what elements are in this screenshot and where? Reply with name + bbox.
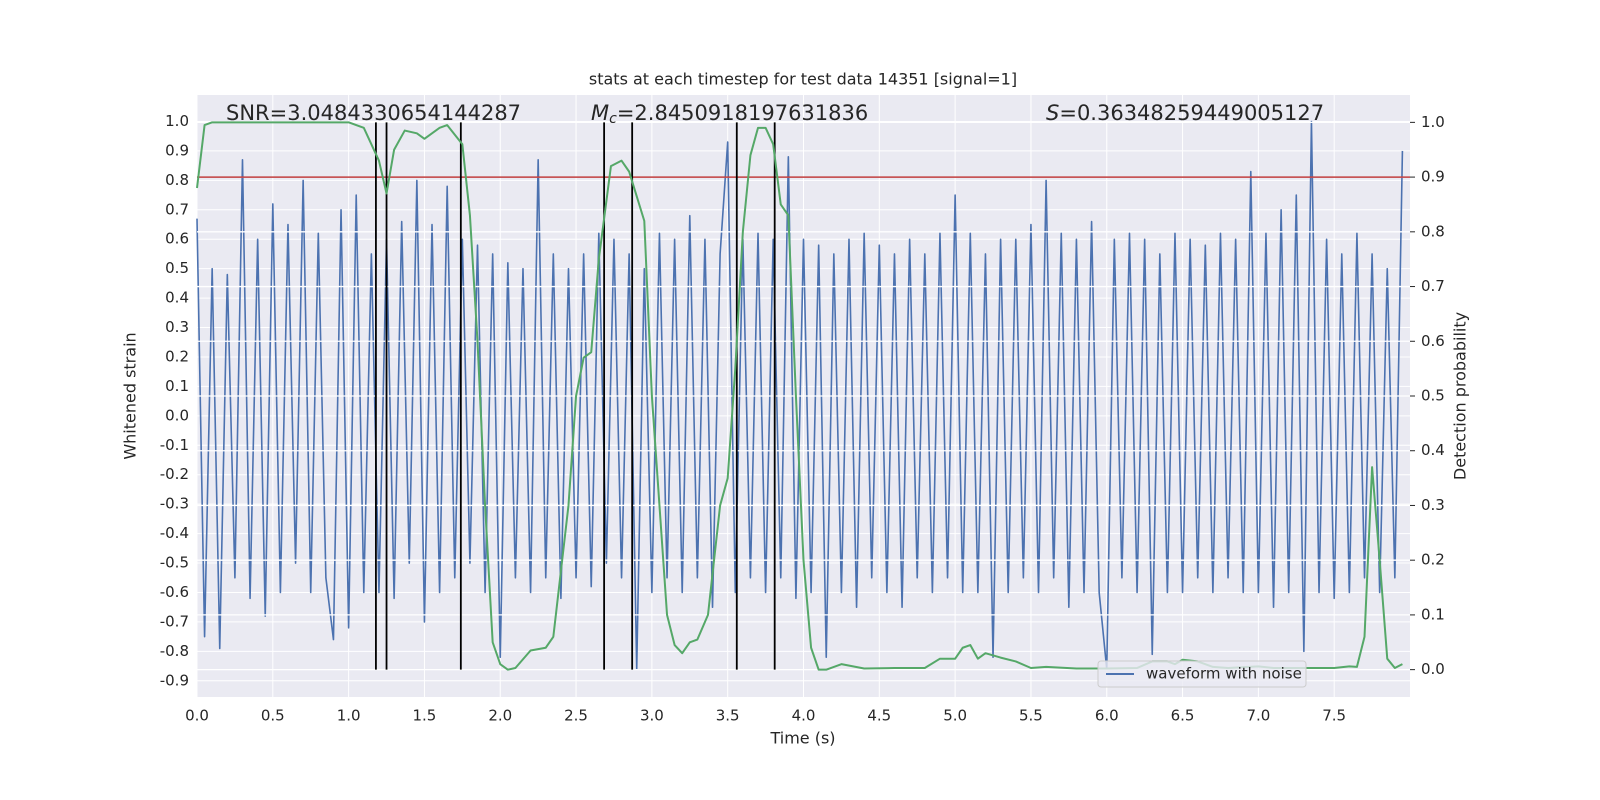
legend-box [1097,660,1307,688]
y2-tick-label: 0.1 [1421,605,1445,623]
y-tick-label: -0.2 [160,465,189,483]
x-tick-label: 7.0 [1246,707,1270,725]
x-tick-label: 6.0 [1095,707,1119,725]
x-tick-label: 4.0 [792,707,816,725]
y-tick-label: -0.8 [160,642,189,660]
y-tick-label: -0.6 [160,583,189,601]
y2-tick-label: 0.2 [1421,551,1445,569]
annotation: S=0.36348259449005127 [1046,101,1324,125]
y-tick-label: 0.1 [165,377,189,395]
annotation-subscript: c [609,111,617,127]
x-tick-label: 6.5 [1171,707,1195,725]
annotation-symbol: S [1046,101,1059,125]
y-tick-label: 0.9 [165,141,189,159]
y-axis-label: Whitened strain [121,332,140,459]
y-tick-label: 0.8 [165,171,189,189]
x-tick-label: 1.5 [413,707,437,725]
y2-tick-label: 0.9 [1421,168,1445,186]
y-tick-label: 1.0 [165,112,189,130]
y2-tick-label: 0.7 [1421,277,1445,295]
x-tick-label: 1.0 [337,707,361,725]
x-tick-label: 2.0 [488,707,512,725]
y2-tick-label: 1.0 [1421,113,1445,131]
legend-label: waveform with noise [1146,665,1302,683]
annotation-symbol: M [591,101,609,125]
x-tick-label: 2.5 [564,707,588,725]
y2-tick-label: 0.3 [1421,496,1445,514]
y-tick-label: 0.2 [165,347,189,365]
x-tick-label: 7.5 [1322,707,1346,725]
y-tick-label: -0.3 [160,495,189,513]
x-tick-label: 3.0 [640,707,664,725]
chart-title: stats at each timestep for test data 143… [589,70,1017,89]
y-tick-label: 0.0 [165,406,189,424]
x-tick-label: 5.0 [943,707,967,725]
y-tick-label: 0.5 [165,259,189,277]
x-tick-label: 0.0 [185,707,209,725]
y2-tick-label: 0.4 [1421,441,1445,459]
y-tick-label: -0.5 [160,554,189,572]
line-series [196,120,1404,670]
y-tick-label: -0.4 [160,524,189,542]
y2-tick-label: 0.8 [1421,222,1445,240]
y-tick-label: 0.7 [165,200,189,218]
y-tick-label: -0.9 [160,671,189,689]
x-tick-label: 5.5 [1019,707,1043,725]
annotation-text: =0.36348259449005127 [1059,101,1324,125]
y2-axis-label: Detection probability [1451,312,1470,480]
y-tick-label: -0.7 [160,612,189,630]
x-tick-label: 3.5 [716,707,740,725]
y-tick-label: 0.6 [165,230,189,248]
annotation-text: SNR=3.0484330654144287 [226,101,521,125]
y2-tick-label: 0.6 [1421,332,1445,350]
annotation: Mc=2.8450918197631836 [591,101,868,127]
x-tick-label: 0.5 [261,707,285,725]
annotation: SNR=3.0484330654144287 [226,101,521,125]
y-tick-label: 0.3 [165,318,189,336]
y2-tick-label: 0.5 [1421,387,1445,405]
y-tick-label: -0.1 [160,436,189,454]
x-tick-label: 4.5 [867,707,891,725]
x-axis-label: Time (s) [769,729,835,748]
y-tick-label: 0.4 [165,289,189,307]
y2-tick-label: 0.0 [1421,660,1445,678]
annotation-text: =2.8450918197631836 [617,101,868,125]
